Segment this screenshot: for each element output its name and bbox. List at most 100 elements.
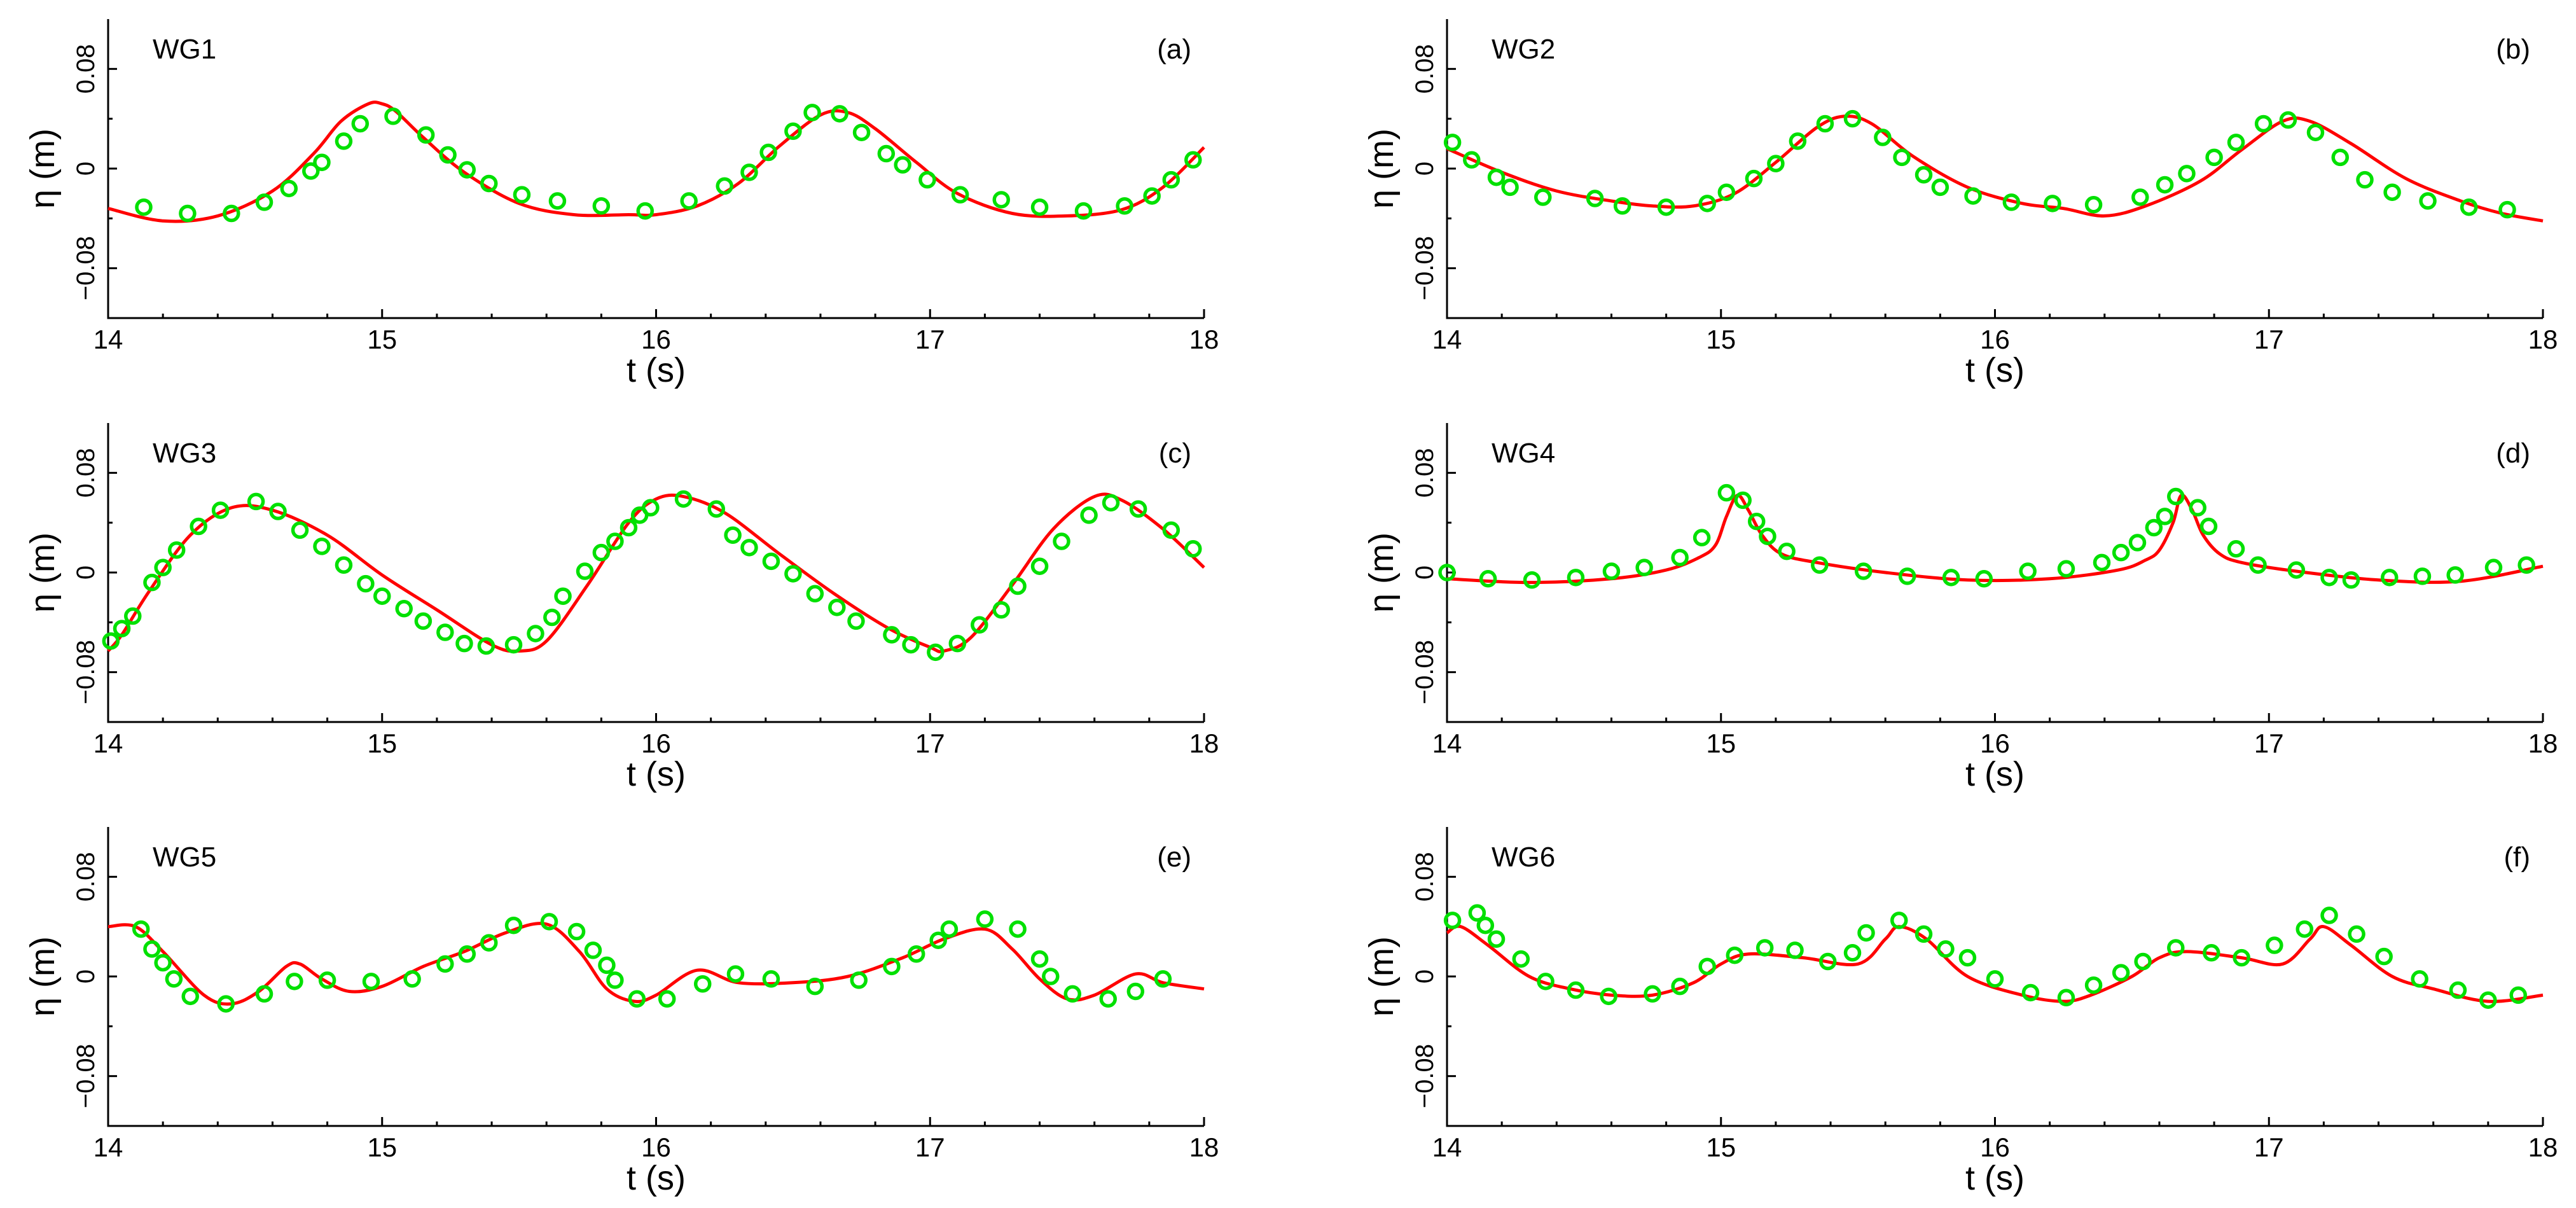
experimental-point [584,941,602,959]
experimental-point [680,192,698,210]
chart-panel-1: 14 15 16 17 18 −0.08 0 0.08 t (s) η (m) WG1 (a) [24,19,1219,389]
experimental-point [2509,986,2527,1004]
gauge-label: WG2 [1492,34,1555,65]
experimental-point [828,599,846,616]
experimental-point [707,500,726,518]
numerical-series-line [107,922,1205,1006]
x-tick-label: 14 [1432,324,1462,354]
experimental-point [726,965,745,983]
experimental-point [247,492,265,511]
experimental-point [1116,197,1133,215]
experimental-point [1143,187,1161,205]
experimental-point [1854,562,1873,580]
experimental-point [2134,952,2152,971]
experimental-point [1843,109,1862,128]
gauge-label: WG3 [153,438,216,469]
experimental-point [2266,936,2283,954]
experimental-point [759,143,777,162]
panel-label: (a) [1157,34,1191,65]
experimental-point [1602,562,1621,580]
experimental-point [2112,964,2130,982]
x-tick-label: 14 [93,728,123,758]
experimental-point [455,634,473,653]
experimental-point [1154,970,1172,988]
y-tick-label: 0 [1411,566,1439,580]
experimental-point [850,971,868,989]
experimental-point [1567,981,1585,999]
x-tick-label: 15 [367,1132,397,1162]
x-tick-label: 15 [367,324,397,354]
experimental-point [1600,987,1617,1006]
experimental-point [1857,924,1875,942]
experimental-point [852,123,871,141]
experimental-point [658,990,676,1008]
experimental-point [1184,540,1202,558]
experimental-point [480,934,498,952]
x-axis-label: t (s) [1965,755,2025,793]
experimental-point [606,532,624,550]
experimental-point [2057,989,2075,1007]
experimental-point [335,556,353,574]
experimental-point [877,144,896,163]
chart-panel-2: 14 15 16 17 18 −0.08 0 0.08 t (s) η (m) WG2 (b) [1362,19,2558,389]
experimental-point [1438,564,1456,581]
experimental-point [693,975,712,993]
x-tick-label: 18 [2528,324,2558,354]
experimental-point [181,987,199,1006]
experimental-point [335,132,353,150]
experimental-point [554,587,572,605]
experimental-point [740,539,758,557]
experimental-point [1501,178,1519,197]
x-tick-label: 17 [2254,324,2284,354]
experimental-point [1931,178,1949,197]
experimental-point [1030,557,1049,575]
experimental-point [1042,968,1060,985]
experimental-point [1657,198,1675,216]
experimental-point [976,910,994,928]
axis-lines [1446,19,2543,319]
experimental-point [504,916,523,934]
experimental-point [894,156,911,174]
experimental-point [124,607,142,625]
experimental-point [2460,198,2478,216]
experimental-point [1468,904,1486,922]
experimental-point [2156,176,2174,194]
experimental-point [439,146,457,164]
experimental-point [1964,187,1982,205]
experimental-point [154,954,172,972]
experimental-point [143,940,161,958]
experimental-point [436,955,454,973]
experimental-point [674,490,693,508]
experimental-point [1958,948,1977,967]
x-tick-label: 17 [2254,1132,2284,1162]
experimental-point [384,108,402,125]
experimental-point [2484,559,2503,576]
experimental-point [1698,195,1716,212]
experimental-point [302,162,320,180]
experimental-point [217,995,235,1013]
numerical-series-line [107,101,1205,223]
experimental-point [592,197,611,215]
experimental-point [847,612,865,630]
experimental-point [1811,556,1829,574]
axis-lines [1446,423,2543,723]
experimental-point [2306,123,2325,141]
x-tick-label: 16 [1980,1132,2010,1162]
experimental-point [1786,941,1804,959]
x-tick-label: 14 [1432,728,1462,758]
experimental-point [1893,148,1911,167]
experimental-point [883,957,901,976]
y-tick-label: 0.08 [72,852,100,901]
experimental-point [504,635,523,654]
experimental-point [2249,556,2267,574]
experimental-point [1671,548,1689,567]
experimental-point [576,562,594,580]
x-axis-label: t (s) [1965,1159,2025,1197]
experimental-point [2375,947,2393,966]
experimental-point [223,204,240,223]
experimental-point [716,177,733,195]
experimental-point [2233,948,2250,967]
x-tick-label: 16 [1980,728,2010,758]
experimental-point [395,600,413,618]
